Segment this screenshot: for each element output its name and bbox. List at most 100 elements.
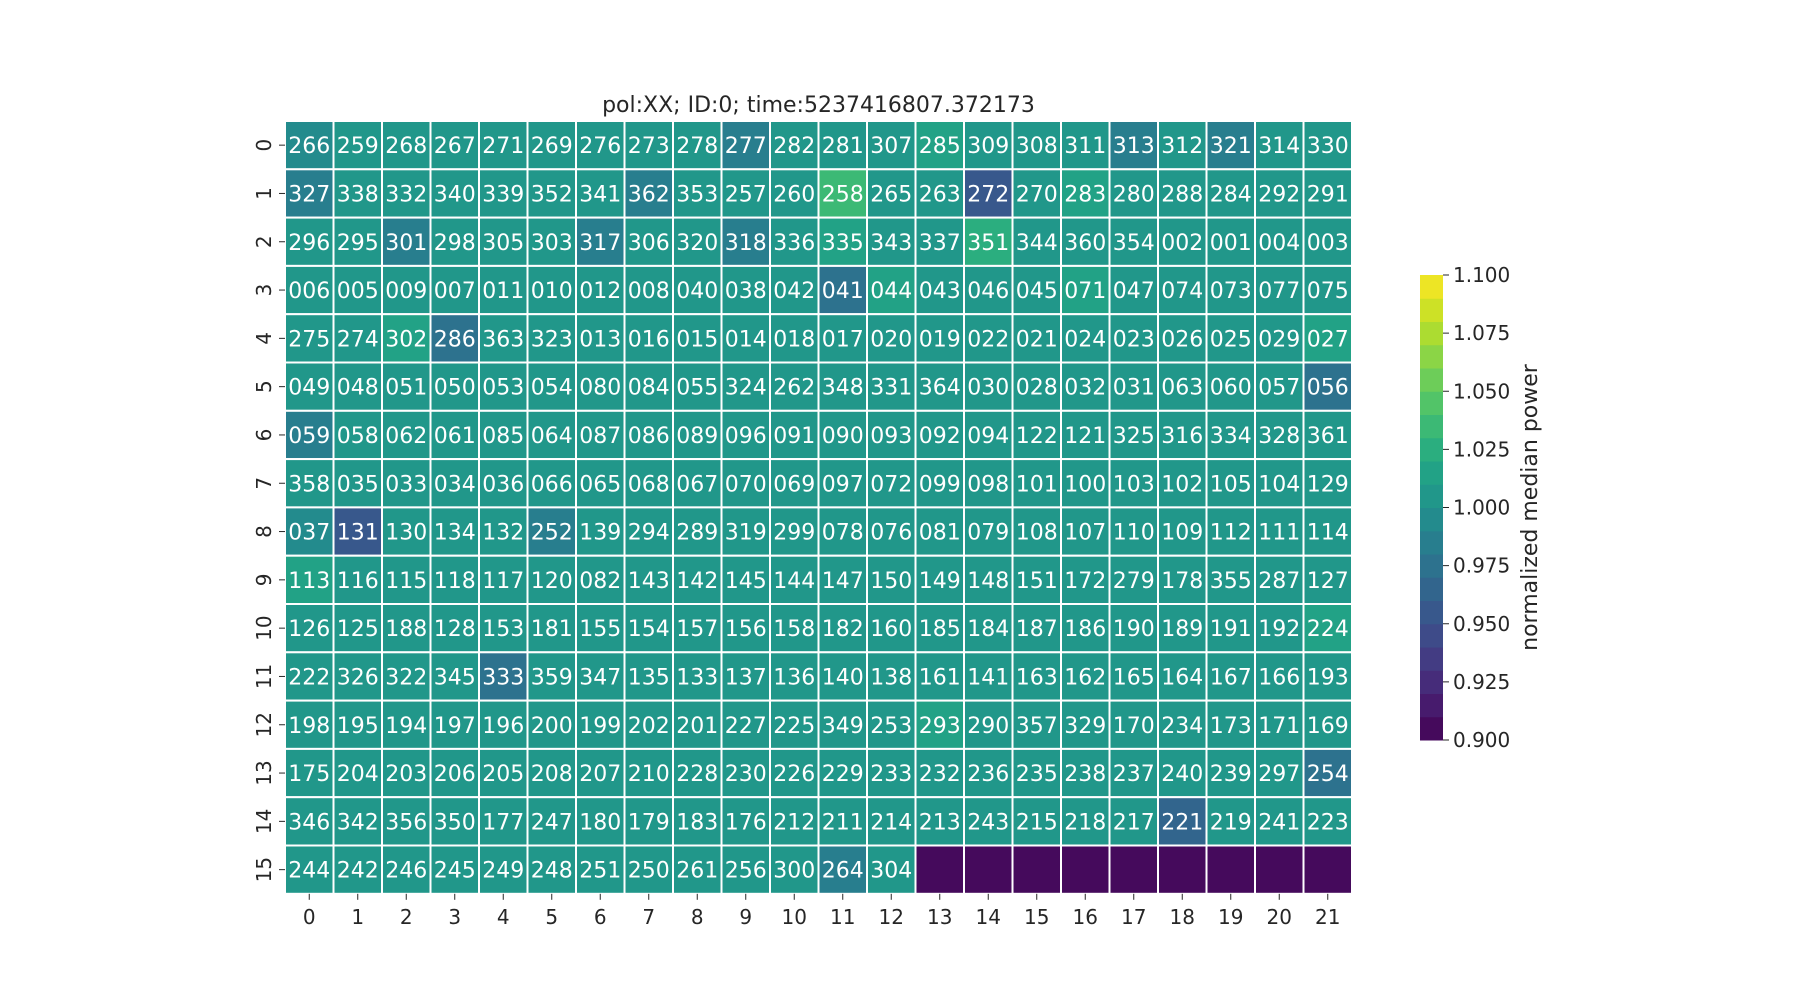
y-tick-label: 5 <box>252 380 276 393</box>
cell-label: 087 <box>579 424 621 449</box>
heatmap-cell <box>1205 120 1256 171</box>
cell-label: 132 <box>482 521 524 546</box>
cell-label: 102 <box>1161 472 1203 497</box>
heatmap-cell <box>1157 651 1208 702</box>
cell-label: 305 <box>482 231 524 256</box>
cell-label: 139 <box>579 521 621 546</box>
cell-label: 335 <box>822 231 864 256</box>
heatmap-cell <box>1302 264 1353 316</box>
heatmap-cell <box>1108 554 1159 606</box>
cell-label: 076 <box>870 521 912 546</box>
colorbar-tick-label: 1.100 <box>1453 263 1510 287</box>
heatmap-cell <box>332 603 383 654</box>
heatmap-cell <box>1060 216 1111 267</box>
heatmap-cell <box>526 458 577 509</box>
cell-label: 221 <box>1161 810 1203 835</box>
x-tick-label: 6 <box>594 905 607 929</box>
heatmap-cell <box>1254 554 1305 606</box>
heatmap-cell <box>866 264 917 316</box>
cell-label: 081 <box>919 521 961 546</box>
heatmap-cell <box>1011 651 1062 702</box>
cell-label: 324 <box>725 376 767 401</box>
heatmap-cell <box>575 168 626 219</box>
x-tick-label: 8 <box>691 905 704 929</box>
cell-label: 150 <box>870 569 912 594</box>
cell-label: 016 <box>628 327 670 352</box>
cell-label: 129 <box>1307 472 1349 497</box>
cell-label: 151 <box>1016 569 1058 594</box>
cell-label: 118 <box>434 569 476 594</box>
cell-label: 034 <box>434 472 476 497</box>
x-tick-label: 15 <box>1024 905 1049 929</box>
cell-label: 182 <box>822 617 864 642</box>
x-tick-label: 11 <box>830 905 855 929</box>
heatmap-cell <box>1302 796 1353 847</box>
x-tick-label: 7 <box>642 905 655 929</box>
cell-label: 098 <box>967 472 1009 497</box>
heatmap-cell <box>769 409 820 461</box>
heatmap-cell <box>1157 844 1208 895</box>
cell-label: 006 <box>288 279 330 304</box>
cell-label: 183 <box>676 810 718 835</box>
cell-label: 358 <box>288 472 330 497</box>
y-tick-label: 4 <box>252 332 276 345</box>
cell-label: 332 <box>385 182 427 207</box>
cell-label: 154 <box>628 617 670 642</box>
cell-labels: 266 259 268 267 271 269 276 273 278 277 282 281 307 2… <box>288 134 1349 884</box>
heatmap-cell <box>1108 506 1159 557</box>
heatmap-cell <box>429 796 480 847</box>
heatmap-cell <box>332 409 383 461</box>
heatmap-cell <box>1011 844 1062 895</box>
cell-label: 323 <box>531 327 573 352</box>
colorbar <box>1420 275 1443 741</box>
colorbar-tick-label: 1.025 <box>1453 437 1510 461</box>
colorbar-segment <box>1420 344 1443 369</box>
heatmap-cell <box>1205 699 1256 750</box>
y-tick-label: 2 <box>252 235 276 248</box>
heatmap-cell <box>623 796 674 847</box>
heatmap-cell <box>623 651 674 702</box>
cell-label: 286 <box>434 327 476 352</box>
heatmap-cell <box>623 120 674 171</box>
heatmap-cell <box>963 844 1014 895</box>
cell-label: 138 <box>870 665 912 690</box>
heatmap-cell <box>672 651 723 702</box>
heatmap-cell <box>1011 264 1062 316</box>
heatmap-cell <box>284 458 335 509</box>
cell-label: 157 <box>676 617 718 642</box>
cell-label: 166 <box>1258 665 1300 690</box>
cell-label: 025 <box>1210 327 1252 352</box>
heatmap-cell <box>769 361 820 412</box>
heatmap-cell <box>1157 120 1208 171</box>
cell-label: 265 <box>870 182 912 207</box>
heatmap-cell <box>1157 361 1208 412</box>
heatmap-cell <box>429 554 480 606</box>
cell-label: 312 <box>1161 134 1203 159</box>
heatmap-cell <box>1254 120 1305 171</box>
cell-label: 107 <box>1064 521 1106 546</box>
cell-label: 258 <box>822 182 864 207</box>
heatmap-cell <box>332 264 383 316</box>
heatmap-cell <box>817 506 868 557</box>
cell-label: 339 <box>482 182 524 207</box>
heatmap-cell <box>526 264 577 316</box>
cell-label: 318 <box>725 231 767 256</box>
heatmap-cell <box>429 216 480 267</box>
cell-label: 153 <box>482 617 524 642</box>
cell-label: 247 <box>531 810 573 835</box>
cell-label: 241 <box>1258 810 1300 835</box>
heatmap-cell <box>1302 120 1353 171</box>
cell-label: 133 <box>676 665 718 690</box>
heatmap-cell <box>478 651 529 702</box>
cell-label: 030 <box>967 376 1009 401</box>
heatmap-cell <box>478 168 529 219</box>
x-tick-label: 16 <box>1073 905 1098 929</box>
cell-label: 041 <box>822 279 864 304</box>
cell-label: 134 <box>434 521 476 546</box>
cell-label: 296 <box>288 231 330 256</box>
cell-label: 062 <box>385 424 427 449</box>
cell-label: 058 <box>337 424 379 449</box>
cell-label: 308 <box>1016 134 1058 159</box>
cell-label: 054 <box>531 376 573 401</box>
heatmap-cell <box>1011 603 1062 654</box>
